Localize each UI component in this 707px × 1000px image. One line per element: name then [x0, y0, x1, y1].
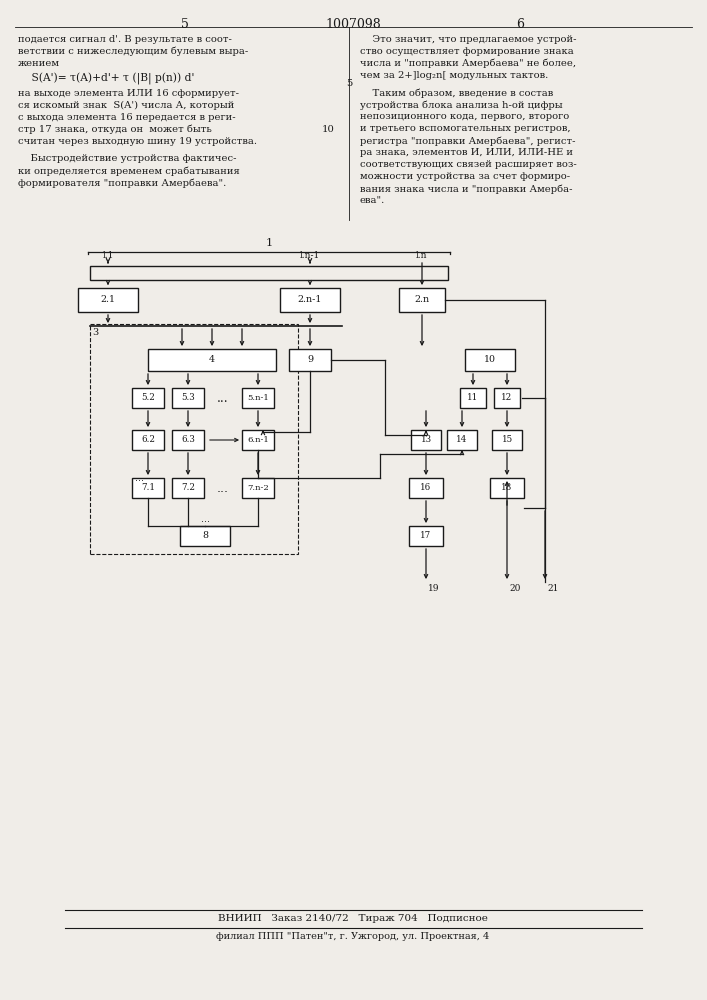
Bar [78, 288, 138, 312]
Bar [490, 478, 524, 498]
Text: ВНИИП   Заказ 2140/72   Тираж 704   Подписное: ВНИИП Заказ 2140/72 Тираж 704 Подписное [218, 914, 488, 923]
Text: 5: 5 [181, 18, 189, 31]
Text: S(A')= τ(A)+d'+ τ (|B| p(n)) d': S(A')= τ(A)+d'+ τ (|B| p(n)) d' [18, 73, 194, 85]
Text: ся искомый знак  S(A') числа А, который: ся искомый знак S(A') числа А, который [18, 101, 235, 110]
Text: считан через выходную шину 19 устройства.: считан через выходную шину 19 устройства… [18, 137, 257, 146]
Text: 10: 10 [484, 356, 496, 364]
Text: 2.n: 2.n [414, 296, 430, 304]
Bar [132, 430, 164, 450]
Text: 19: 19 [428, 584, 440, 593]
Text: 6: 6 [516, 18, 524, 31]
Text: соответствующих связей расширяет воз-: соответствующих связей расширяет воз- [360, 160, 577, 169]
Text: 6.n-1: 6.n-1 [247, 436, 269, 444]
Bar [280, 288, 340, 312]
Bar [289, 349, 331, 371]
Bar [409, 526, 443, 546]
Text: 15: 15 [501, 436, 513, 444]
Bar [90, 266, 448, 280]
Text: 21: 21 [547, 584, 559, 593]
Text: регистра "поправки Амербаева", регист-: регистра "поправки Амербаева", регист- [360, 136, 575, 145]
Bar [409, 478, 443, 498]
Text: 7.2: 7.2 [181, 484, 195, 492]
Text: 18: 18 [501, 484, 513, 492]
Text: ...: ... [217, 482, 229, 494]
Text: числа и "поправки Амербаева" не более,: числа и "поправки Амербаева" не более, [360, 59, 576, 68]
Text: 11: 11 [467, 393, 479, 402]
Bar [494, 388, 520, 408]
Text: 5.3: 5.3 [181, 393, 195, 402]
Bar [180, 526, 230, 546]
Text: 14: 14 [456, 436, 468, 444]
Text: 12: 12 [501, 393, 513, 402]
Bar [132, 388, 164, 408]
Text: непозиционного кода, первого, второго: непозиционного кода, первого, второго [360, 112, 569, 121]
Text: Таким образом, введение в состав: Таким образом, введение в состав [360, 88, 554, 98]
Text: стр 17 знака, откуда он  может быть: стр 17 знака, откуда он может быть [18, 125, 212, 134]
Text: 16: 16 [421, 484, 432, 492]
Text: l.n: l.n [416, 251, 428, 260]
Text: 2.1: 2.1 [100, 296, 115, 304]
Bar [172, 478, 204, 498]
Text: жением: жением [18, 59, 60, 68]
Bar [132, 478, 164, 498]
Text: 6.3: 6.3 [181, 436, 195, 444]
Text: 1007098: 1007098 [325, 18, 381, 31]
Bar [411, 430, 441, 450]
Text: ветствии с нижеследующим булевым выра-: ветствии с нижеследующим булевым выра- [18, 47, 248, 56]
Text: ки определяется временем срабатывания: ки определяется временем срабатывания [18, 166, 240, 176]
Text: ство осуществляет формирование знака: ство осуществляет формирование знака [360, 47, 574, 56]
Text: 17: 17 [421, 532, 432, 540]
Text: 5.n-1: 5.n-1 [247, 394, 269, 402]
Text: Быстродействие устройства фактичес-: Быстродействие устройства фактичес- [18, 154, 237, 163]
Bar [172, 430, 204, 450]
Text: 7.1: 7.1 [141, 484, 155, 492]
Text: 7.n-2: 7.n-2 [247, 484, 269, 492]
Bar [242, 430, 274, 450]
Text: и третьего вспомогательных регистров,: и третьего вспомогательных регистров, [360, 124, 571, 133]
Text: вания знака числа и "поправки Амерба-: вания знака числа и "поправки Амерба- [360, 184, 573, 194]
Bar [242, 388, 274, 408]
Text: ева".: ева". [360, 196, 385, 205]
Text: филиал ППП "Патен"т, г. Ужгород, ул. Проектная, 4: филиал ППП "Патен"т, г. Ужгород, ул. Про… [216, 932, 490, 941]
Bar [465, 349, 515, 371]
Text: ...: ... [136, 473, 144, 483]
Text: 4: 4 [209, 356, 215, 364]
Text: 3: 3 [92, 328, 98, 337]
Text: с выхода элемента 16 передается в реги-: с выхода элемента 16 передается в реги- [18, 113, 235, 122]
Bar [148, 349, 276, 371]
Text: 2.n-1: 2.n-1 [298, 296, 322, 304]
Bar [242, 478, 274, 498]
Text: 9: 9 [307, 356, 313, 364]
Bar [492, 430, 522, 450]
Text: формирователя "поправки Амербаева".: формирователя "поправки Амербаева". [18, 178, 226, 188]
Text: 1: 1 [265, 238, 273, 248]
Text: ...: ... [201, 514, 209, 524]
Text: 5.2: 5.2 [141, 393, 155, 402]
Text: ра знака, элементов И, ИЛИ, ИЛИ-НЕ и: ра знака, элементов И, ИЛИ, ИЛИ-НЕ и [360, 148, 573, 157]
Bar [460, 388, 486, 408]
Text: на выходе элемента ИЛИ 16 сформирует-: на выходе элемента ИЛИ 16 сформирует- [18, 89, 239, 98]
Text: 6.2: 6.2 [141, 436, 155, 444]
Text: 13: 13 [421, 436, 431, 444]
Bar [172, 388, 204, 408]
Text: l.n-1: l.n-1 [300, 251, 320, 260]
Bar [399, 288, 445, 312]
Text: чем за 2+]log₂n[ модульных тактов.: чем за 2+]log₂n[ модульных тактов. [360, 71, 548, 80]
Text: подается сигнал d'. В результате в соот-: подается сигнал d'. В результате в соот- [18, 35, 232, 44]
Text: Это значит, что предлагаемое устрой-: Это значит, что предлагаемое устрой- [360, 35, 576, 44]
Bar [90, 324, 298, 554]
Text: 5: 5 [346, 79, 352, 88]
Text: 10: 10 [322, 125, 335, 134]
Bar [447, 430, 477, 450]
Text: 8: 8 [202, 532, 208, 540]
Text: ...: ... [217, 391, 229, 404]
Text: 20: 20 [509, 584, 520, 593]
Text: l.1: l.1 [103, 251, 114, 260]
Text: можности устройства за счет формиро-: можности устройства за счет формиро- [360, 172, 570, 181]
Text: устройства блока анализа h-ой цифры: устройства блока анализа h-ой цифры [360, 100, 563, 109]
